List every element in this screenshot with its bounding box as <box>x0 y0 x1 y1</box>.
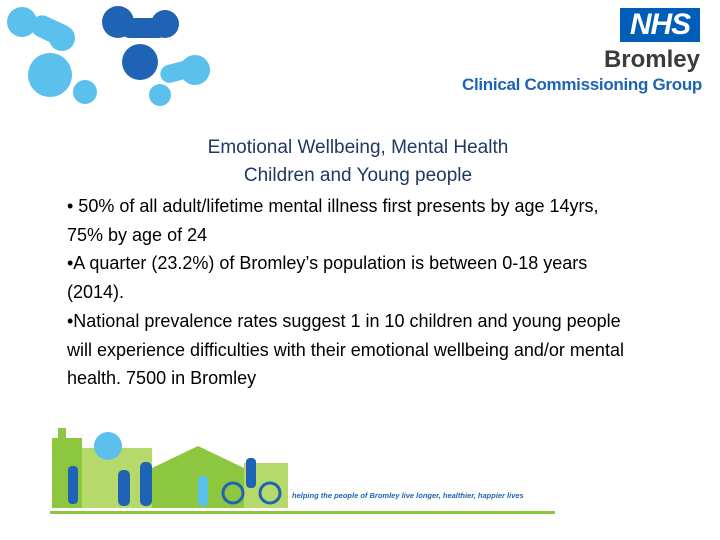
title-block: Emotional Wellbeing, Mental Health Child… <box>60 134 656 190</box>
logo-graphic <box>7 6 210 106</box>
footer-illustration <box>50 428 555 514</box>
bullet: •National prevalence rates suggest 1 in … <box>67 310 624 389</box>
title-line: Children and Young people <box>243 165 473 186</box>
title-line: Emotional Wellbeing, Mental Health <box>207 137 509 158</box>
org-group: Clinical Commissioning Group <box>461 75 702 94</box>
org-name: Bromley <box>603 46 700 73</box>
bullet: •A quarter (23.2%) of Bromley’s populati… <box>67 253 588 303</box>
footer-tagline: helping the people of Bromley live longe… <box>292 491 524 500</box>
bullet-list: • 50% of all adult/lifetime mental illne… <box>67 192 633 393</box>
nhs-logo: NHS <box>620 8 700 42</box>
bullet: • 50% of all adult/lifetime mental illne… <box>67 196 599 245</box>
